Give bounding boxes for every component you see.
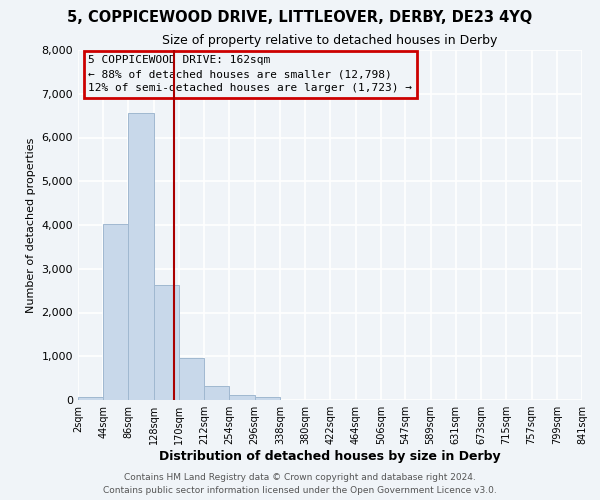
Bar (179, 358, 204, 400)
X-axis label: Distribution of detached houses by size in Derby: Distribution of detached houses by size … (159, 450, 501, 463)
Bar (154, 286, 179, 400)
Bar (78, 398, 103, 400)
Title: Size of property relative to detached houses in Derby: Size of property relative to detached ho… (163, 34, 497, 48)
Bar (103, 224, 128, 400)
Bar (229, 395, 254, 400)
Text: Contains HM Land Registry data © Crown copyright and database right 2024.
Contai: Contains HM Land Registry data © Crown c… (103, 474, 497, 495)
Bar (204, 386, 229, 400)
Bar (128, 112, 154, 400)
Text: 5 COPPICEWOOD DRIVE: 162sqm
← 88% of detached houses are smaller (12,798)
12% of: 5 COPPICEWOOD DRIVE: 162sqm ← 88% of det… (88, 55, 412, 93)
Y-axis label: Number of detached properties: Number of detached properties (26, 138, 36, 312)
Bar (254, 398, 280, 400)
Text: 5, COPPICEWOOD DRIVE, LITTLEOVER, DERBY, DE23 4YQ: 5, COPPICEWOOD DRIVE, LITTLEOVER, DERBY,… (67, 10, 533, 25)
